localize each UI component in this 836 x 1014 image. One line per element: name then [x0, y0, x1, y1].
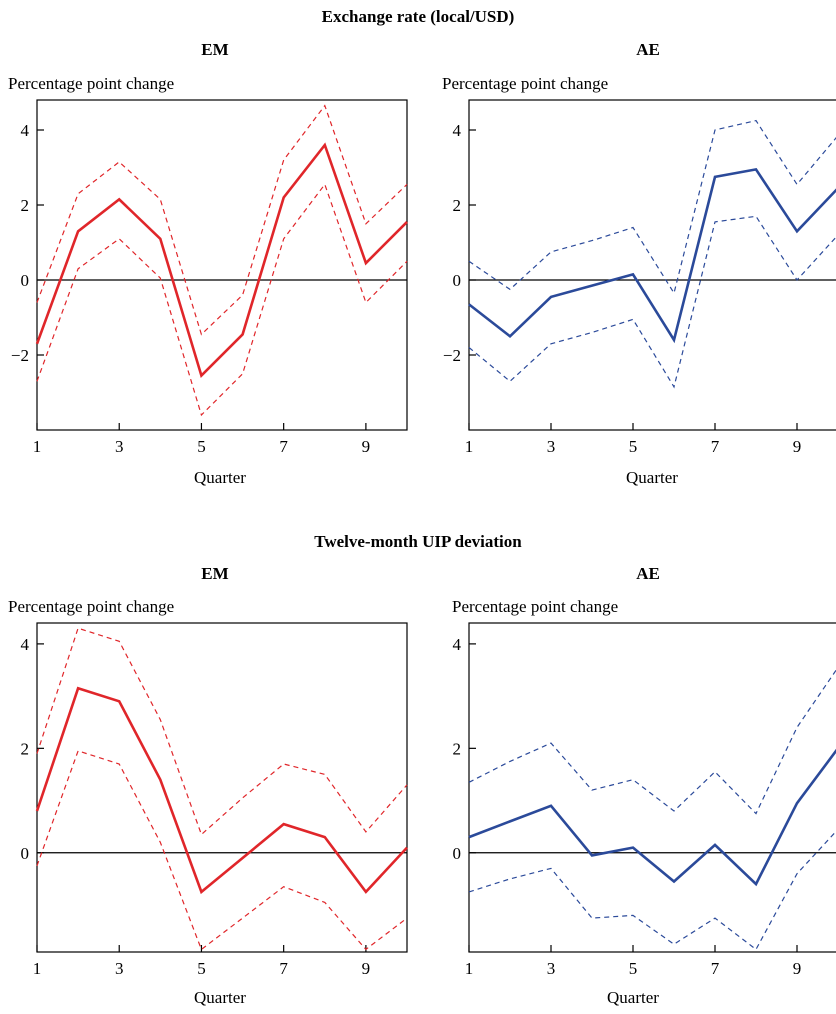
point-estimate-line	[35, 142, 408, 379]
panel-title: EM	[201, 564, 228, 583]
panel-title: AE	[636, 564, 660, 583]
x-tick-label: 1	[33, 959, 42, 978]
x-tick-label: 1	[33, 437, 42, 456]
x-axis-label: Quarter	[607, 988, 659, 1007]
x-tick-label: 1	[465, 437, 474, 456]
upper-band-line	[36, 104, 408, 336]
panel-title: AE	[636, 40, 660, 59]
plot-frame	[468, 99, 836, 431]
x-tick-label: 9	[793, 437, 802, 456]
section-title-exchange-rate: Exchange rate (local/USD)	[322, 7, 515, 26]
plot-uip-deviation-ae: 0 2 4 1 3 5 7 9	[453, 622, 836, 978]
y-tick-label: 0	[453, 844, 462, 863]
plot-frame	[468, 622, 836, 953]
y-tick-label: 4	[453, 121, 462, 140]
y-tick-label: 2	[21, 739, 30, 758]
panel-title: EM	[201, 40, 228, 59]
lower-band-line	[468, 215, 836, 389]
x-tick-label: 5	[629, 959, 638, 978]
plot-frame	[36, 622, 408, 953]
x-tick-label: 5	[197, 959, 206, 978]
lower-band-line	[36, 750, 408, 951]
x-tick-label: 3	[547, 959, 556, 978]
y-axis-label: Percentage point change	[452, 597, 618, 616]
plot-exchange-rate-em: −2 0 2 4 1 3 5 7 9	[11, 99, 408, 456]
x-tick-label: 9	[362, 437, 371, 456]
x-tick-label: 9	[793, 959, 802, 978]
plot-exchange-rate-ae: −2 0 2 4 1 3 5 7 9	[443, 99, 836, 456]
y-tick-label: −2	[11, 346, 29, 365]
y-tick-label: 0	[21, 271, 30, 290]
y-tick-label: 4	[21, 635, 30, 654]
plot-frame	[36, 99, 408, 431]
x-axis-label: Quarter	[194, 988, 246, 1007]
x-tick-label: 5	[629, 437, 638, 456]
point-estimate-line	[35, 686, 408, 895]
lower-band-line	[36, 183, 408, 417]
y-tick-label: 4	[453, 635, 462, 654]
x-tick-label: 5	[197, 437, 206, 456]
y-tick-label: −2	[443, 346, 461, 365]
lower-band-line	[468, 830, 836, 951]
x-tick-label: 7	[279, 437, 288, 456]
section-title-uip-deviation: Twelve-month UIP deviation	[314, 532, 522, 551]
y-tick-label: 0	[21, 844, 30, 863]
x-axis-label: Quarter	[194, 468, 246, 487]
panel-exchange-rate-ae: AE Percentage point change Quarter	[442, 40, 678, 487]
x-tick-label: 3	[115, 437, 124, 456]
point-estimate-line	[468, 748, 836, 887]
point-estimate-line	[468, 167, 836, 344]
y-tick-label: 2	[21, 196, 30, 215]
x-tick-label: 7	[279, 959, 288, 978]
x-axis-label: Quarter	[626, 468, 678, 487]
y-tick-label: 4	[21, 121, 30, 140]
upper-band-line	[468, 119, 836, 295]
y-axis-label: Percentage point change	[8, 597, 174, 616]
panel-uip-deviation-em: EM Percentage point change Quarter	[8, 564, 246, 1007]
upper-band-line	[468, 669, 836, 815]
panel-exchange-rate-em: EM Percentage point change Quarter	[8, 40, 246, 487]
plot-uip-deviation-em: 0 2 4 1 3 5 7 9	[21, 622, 408, 978]
x-tick-label: 9	[362, 959, 371, 978]
y-tick-label: 2	[453, 739, 462, 758]
upper-band-line	[36, 627, 408, 836]
x-tick-label: 1	[465, 959, 474, 978]
y-axis-label: Percentage point change	[442, 74, 608, 93]
y-axis-label: Percentage point change	[8, 74, 174, 93]
x-tick-label: 3	[115, 959, 124, 978]
x-tick-label: 3	[547, 437, 556, 456]
panel-uip-deviation-ae: AE Percentage point change Quarter	[452, 564, 660, 1007]
x-tick-label: 7	[711, 437, 720, 456]
x-tick-label: 7	[711, 959, 720, 978]
y-tick-label: 2	[453, 196, 462, 215]
y-tick-label: 0	[453, 271, 462, 290]
